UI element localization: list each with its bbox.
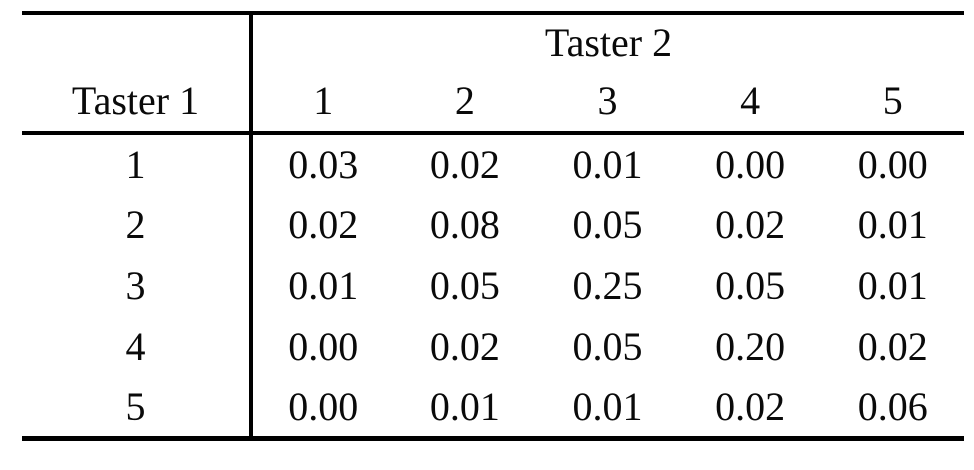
table-body: 1 0.03 0.02 0.01 0.00 0.00 2 0.02 0.08 0… xyxy=(22,133,964,438)
corner-cell xyxy=(22,13,253,70)
value-cell-4-1: 0.00 xyxy=(288,324,359,369)
value-cell-3-4: 0.05 xyxy=(715,263,786,308)
row-group-header: Taster 1 xyxy=(22,70,253,135)
table-row-3: 3 0.01 0.05 0.25 0.05 0.01 xyxy=(22,255,964,316)
joint-probability-table: Taster 2 Taster 1 1 2 3 4 5 1 0.03 0.02 … xyxy=(22,11,964,441)
value-cell-3-3: 0.25 xyxy=(572,263,643,308)
row-label-4: 4 xyxy=(22,316,253,377)
column-labels-row: Taster 1 1 2 3 4 5 xyxy=(22,70,964,135)
value-cell-4-2: 0.02 xyxy=(429,324,500,369)
value-cell-1-3: 0.01 xyxy=(572,142,643,187)
row-label-5: 5 xyxy=(22,377,253,438)
value-cell-4-4: 0.20 xyxy=(715,324,786,369)
table-row-1: 1 0.03 0.02 0.01 0.00 0.00 xyxy=(22,133,964,194)
column-label-2: 2 xyxy=(393,70,537,135)
value-cell-3-2: 0.05 xyxy=(429,263,500,308)
table-row-4: 4 0.00 0.02 0.05 0.20 0.02 xyxy=(22,316,964,377)
value-cell-1-4: 0.00 xyxy=(715,142,786,187)
value-cell-1-2: 0.02 xyxy=(429,142,500,187)
row-label-2: 2 xyxy=(22,194,253,255)
value-cell-5-2: 0.01 xyxy=(429,383,500,429)
value-cell-2-1: 0.02 xyxy=(288,202,359,247)
table-row-2: 2 0.02 0.08 0.05 0.02 0.01 xyxy=(22,194,964,255)
value-cell-5-4: 0.02 xyxy=(715,383,786,429)
table-row-5: 5 0.00 0.01 0.01 0.02 0.06 xyxy=(22,377,964,438)
table-header: Taster 2 Taster 1 1 2 3 4 5 xyxy=(22,13,964,135)
value-cell-5-3: 0.01 xyxy=(572,383,643,429)
row-label-1: 1 xyxy=(22,133,253,194)
column-group-header: Taster 2 xyxy=(544,20,673,65)
column-group-header-row: Taster 2 xyxy=(22,13,964,70)
column-label-1: 1 xyxy=(251,70,394,135)
value-cell-3-1: 0.01 xyxy=(288,263,359,308)
value-cell-5-1: 0.00 xyxy=(288,383,359,429)
value-cell-1-1: 0.03 xyxy=(288,142,359,187)
value-cell-2-3: 0.05 xyxy=(572,202,643,247)
value-cell-4-5: 0.02 xyxy=(857,324,928,369)
column-label-5: 5 xyxy=(821,70,964,135)
value-cell-5-5: 0.06 xyxy=(857,383,928,429)
value-cell-3-5: 0.01 xyxy=(857,263,928,308)
column-label-4: 4 xyxy=(678,70,822,135)
column-label-3: 3 xyxy=(536,70,679,135)
value-cell-2-4: 0.02 xyxy=(715,202,786,247)
value-cell-2-5: 0.01 xyxy=(857,202,928,247)
value-cell-1-5: 0.00 xyxy=(857,142,928,187)
value-cell-4-3: 0.05 xyxy=(572,324,643,369)
value-cell-2-2: 0.08 xyxy=(429,202,500,247)
row-label-3: 3 xyxy=(22,255,253,316)
